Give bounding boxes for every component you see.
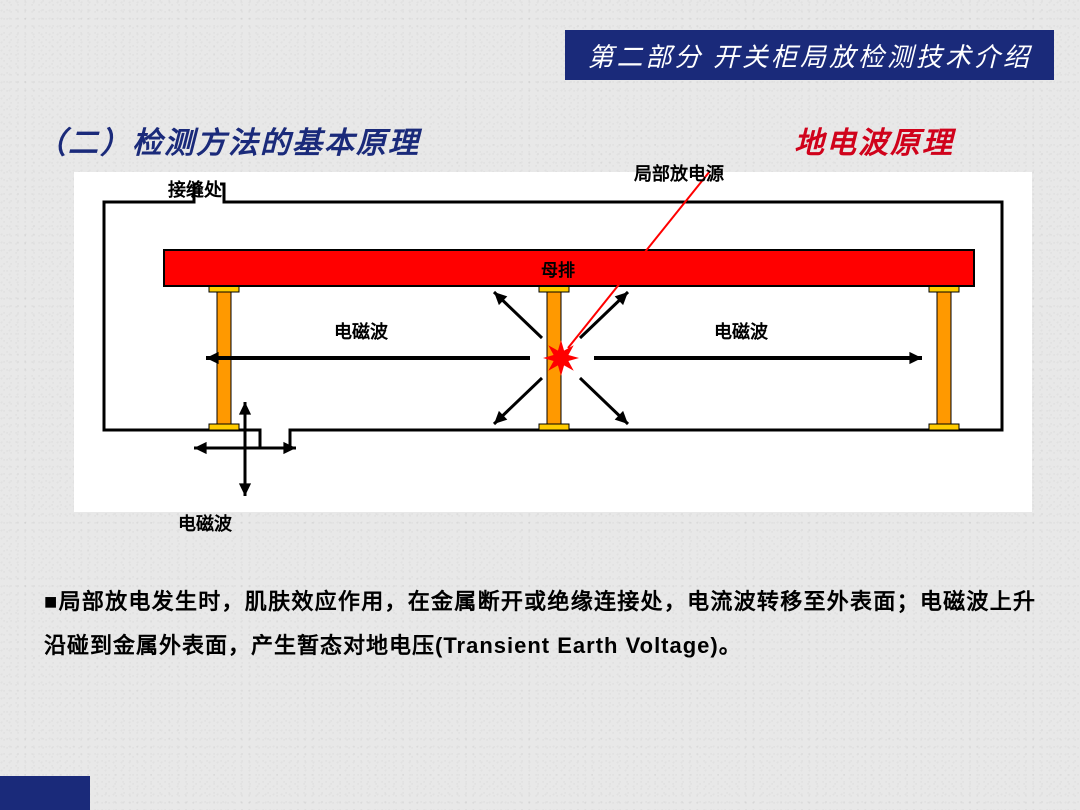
subtitle: 地电波原理 bbox=[794, 118, 954, 162]
tev-diagram: 接缝处 局部放电源 母排 电磁波 电磁波 电磁波 bbox=[74, 172, 1032, 512]
label-seam-top: 接缝处 bbox=[168, 176, 222, 202]
diagram-svg bbox=[74, 172, 1032, 512]
footer-accent bbox=[0, 776, 90, 810]
label-em-right: 电磁波 bbox=[714, 318, 768, 344]
header-text: 第二部分 开关柜局放检测技术介绍 bbox=[587, 37, 1032, 74]
section-title: （二）检测方法的基本原理 bbox=[36, 118, 420, 162]
label-em-left: 电磁波 bbox=[334, 318, 388, 344]
label-em-bottom: 电磁波 bbox=[178, 510, 232, 536]
header-bar: 第二部分 开关柜局放检测技术介绍 bbox=[565, 30, 1054, 80]
title-row: （二）检测方法的基本原理 地电波原理 bbox=[36, 118, 1044, 162]
label-pd-source: 局部放电源 bbox=[634, 160, 724, 186]
body-paragraph: ■局部放电发生时，肌肤效应作用，在金属断开或绝缘连接处，电流波转移至外表面；电磁… bbox=[44, 580, 1036, 668]
label-busbar: 母排 bbox=[541, 256, 575, 281]
